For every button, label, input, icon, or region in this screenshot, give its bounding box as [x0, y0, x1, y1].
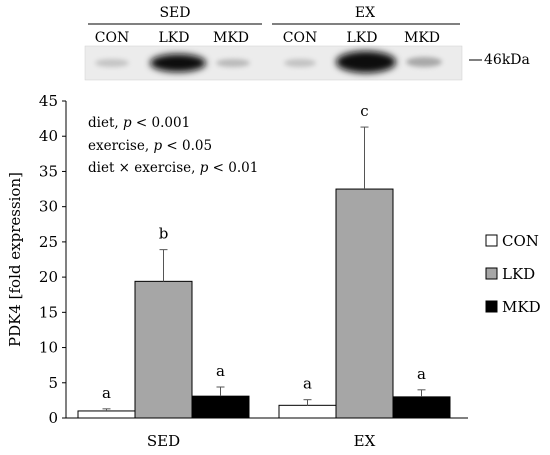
blot-lane-label: CON — [95, 30, 129, 46]
blot-marker-label: 46kDa — [484, 52, 530, 68]
y-tick-label: 20 — [39, 268, 58, 286]
significance-letter: c — [360, 102, 368, 120]
blot-band — [216, 59, 250, 67]
legend-swatch — [485, 234, 498, 247]
stats-line-exercise: exercise, p < 0.05 — [88, 138, 212, 154]
y-tick-label: 25 — [39, 233, 58, 251]
legend-label: LKD — [502, 265, 535, 283]
bar-chart: 0 5 10 15 20 25 30 35 40 45 PDK4 [fold expression]… — [6, 92, 541, 450]
y-tick-label: 0 — [48, 409, 58, 427]
stats-term: diet — [88, 115, 115, 131]
y-tick-label: 10 — [39, 339, 58, 357]
stats-term: diet × exercise — [88, 160, 191, 176]
significance-letter: a — [102, 384, 111, 402]
stats-line-interaction: diet × exercise, p < 0.01 — [88, 160, 258, 176]
legend-swatch — [485, 267, 498, 280]
stats-term: exercise — [88, 138, 145, 154]
stats-p: p — [200, 160, 209, 176]
stats-line-diet: diet, p < 0.001 — [88, 115, 190, 131]
legend-label: MKD — [502, 298, 541, 316]
x-tick-label: SED — [147, 432, 180, 450]
blot-band — [95, 59, 129, 67]
blot-band — [284, 59, 316, 67]
stats-sep: , — [114, 115, 123, 131]
stats-p: p — [153, 138, 162, 154]
stats-rel: < 0.001 — [132, 115, 191, 131]
bar — [335, 188, 394, 419]
stats-p: p — [123, 115, 132, 131]
blot-lane-label: LKD — [159, 30, 190, 46]
significance-letter: a — [417, 365, 426, 383]
significance-letter: a — [303, 375, 312, 393]
y-tick-label: 5 — [48, 374, 58, 392]
bar — [77, 410, 136, 419]
blot-band — [150, 54, 206, 72]
bar — [392, 396, 451, 419]
blot-group-label-ex: EX — [355, 5, 375, 21]
blot-lane-label: LKD — [347, 30, 378, 46]
significance-letter: a — [216, 362, 225, 380]
bar — [134, 280, 193, 419]
y-tick-label: 30 — [39, 198, 58, 216]
y-axis-title: PDK4 [fold expression] — [6, 172, 24, 347]
blot-group-label-sed: SED — [159, 5, 190, 21]
legend-swatch — [485, 300, 498, 313]
blot-band — [336, 51, 396, 73]
stats-rel: < 0.05 — [162, 138, 212, 154]
stats-sep: , — [145, 138, 154, 154]
stats-annotation: diet, p < 0.001 exercise, p < 0.05 diet … — [88, 115, 258, 176]
blot-lane-label: MKD — [404, 30, 440, 46]
blot-lane-label: CON — [283, 30, 317, 46]
bar — [278, 404, 337, 419]
significance-letter: b — [159, 225, 169, 243]
stats-sep: , — [191, 160, 200, 176]
y-tick-label: 15 — [39, 303, 58, 321]
y-tick-label: 45 — [39, 92, 58, 110]
x-tick-label: EX — [354, 432, 376, 450]
blot-band — [406, 57, 442, 67]
y-tick-label: 40 — [39, 127, 58, 145]
y-tick-label: 35 — [39, 162, 58, 180]
bar — [191, 395, 250, 419]
legend-label: CON — [502, 232, 539, 250]
stats-rel: < 0.01 — [208, 160, 258, 176]
blot-membrane — [84, 45, 463, 81]
blot-lane-label: MKD — [213, 30, 249, 46]
western-blot-panel: SED EX CON LKD MKD CON LKD MKD 46kDa — [84, 5, 530, 81]
